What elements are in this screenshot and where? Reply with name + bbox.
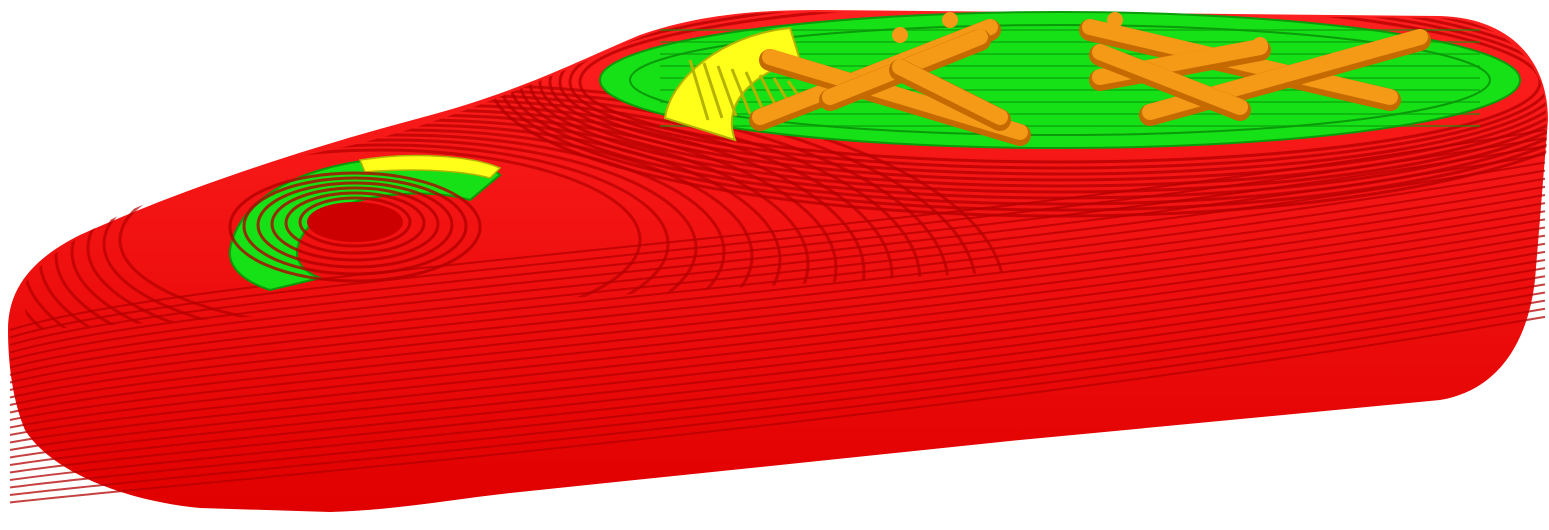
support-infill-crosses bbox=[749, 12, 1431, 146]
hole-ring bbox=[284, 191, 426, 255]
layer-line bbox=[9, 315, 1546, 504]
layer-line bbox=[9, 299, 1546, 489]
support-bar bbox=[1092, 44, 1248, 115]
layer-line bbox=[9, 202, 1546, 399]
layer-line bbox=[9, 307, 1546, 496]
support-knob bbox=[1252, 37, 1268, 53]
layer-line bbox=[9, 242, 1546, 436]
top-ring bbox=[548, 12, 1547, 182]
hole-ring bbox=[256, 181, 454, 269]
top-ring bbox=[70, 133, 726, 330]
right-pocket-inner-perimeter bbox=[629, 24, 1491, 136]
layer-line bbox=[9, 153, 1546, 354]
yellow-hatch-line bbox=[730, 68, 752, 115]
layer-line bbox=[9, 210, 1546, 406]
hole-ring bbox=[270, 186, 440, 262]
hole-rings bbox=[228, 171, 482, 283]
left-pocket-yellow-infill bbox=[358, 154, 502, 179]
layer-line bbox=[9, 218, 1546, 414]
support-knob bbox=[1107, 12, 1123, 28]
top-ring bbox=[102, 143, 670, 330]
yellow-hatch-line bbox=[744, 71, 766, 113]
layer-line bbox=[9, 275, 1546, 466]
yellow-hatch-line bbox=[702, 62, 724, 119]
layer-lines bbox=[9, 129, 1546, 504]
top-ring bbox=[118, 148, 642, 330]
top-ring bbox=[568, 12, 1547, 170]
top-ring bbox=[578, 12, 1542, 164]
layer-line bbox=[9, 291, 1546, 481]
hole-ring bbox=[298, 196, 412, 248]
layer-line bbox=[9, 177, 1546, 376]
layer-line bbox=[9, 259, 1546, 451]
support-knob bbox=[892, 27, 908, 43]
layer-line bbox=[9, 137, 1546, 339]
yellow-hatch-line bbox=[688, 59, 710, 121]
hole-center bbox=[307, 202, 403, 242]
yellow-hatch-line bbox=[716, 65, 738, 117]
top-ring bbox=[538, 12, 1547, 188]
support-bar bbox=[892, 59, 1008, 125]
layer-line bbox=[9, 283, 1546, 474]
top-ring bbox=[86, 138, 698, 330]
top-ring bbox=[558, 12, 1547, 176]
layer-line bbox=[9, 185, 1546, 384]
layer-line bbox=[9, 129, 1546, 331]
yellow-infill-hatch bbox=[688, 59, 808, 121]
layer-line bbox=[9, 267, 1546, 459]
hole-ring bbox=[242, 176, 468, 276]
support-knob bbox=[942, 12, 958, 28]
layer-line bbox=[9, 194, 1546, 391]
layer-line bbox=[9, 234, 1546, 429]
layer-line bbox=[9, 250, 1546, 444]
layer-line bbox=[9, 169, 1546, 369]
layer-line bbox=[9, 226, 1546, 421]
hole-ring bbox=[228, 171, 482, 283]
